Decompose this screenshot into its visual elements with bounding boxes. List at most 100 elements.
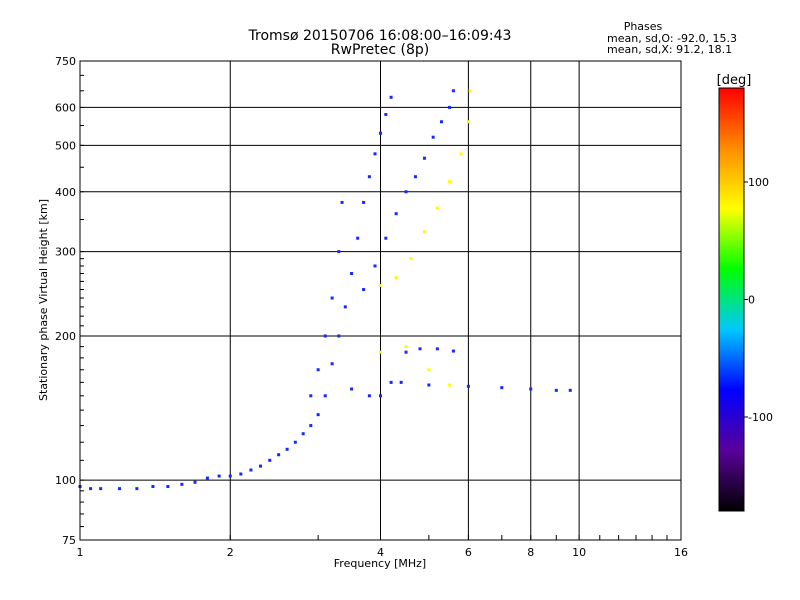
grid	[80, 61, 681, 540]
echo-point	[277, 453, 281, 457]
echo-point	[343, 305, 347, 309]
echo-point	[367, 394, 371, 398]
echo-point	[249, 468, 253, 472]
x-tick-label: 10	[572, 546, 586, 559]
echo-point	[379, 394, 382, 398]
echo-point	[422, 156, 426, 160]
echo-point	[413, 175, 417, 179]
y-tick-label: 100	[55, 474, 76, 487]
echo-point	[323, 394, 327, 398]
echo-point	[554, 388, 558, 392]
echo-point	[316, 368, 320, 372]
echo-point	[135, 487, 139, 491]
echo-point	[399, 380, 403, 384]
echo-point	[337, 250, 341, 254]
colorbar-tick-label: 0	[748, 294, 755, 307]
echo-point	[239, 472, 243, 476]
echo-point	[431, 135, 435, 139]
phase-stats-heading: Phases	[624, 20, 663, 33]
echo-point	[384, 236, 388, 240]
echo-point	[166, 484, 170, 488]
phase-colorbar: [deg] 100 0 -100	[717, 73, 773, 512]
echo-point	[404, 190, 408, 194]
y-tick-label: 300	[55, 246, 76, 259]
y-tick-label: 75	[62, 534, 76, 547]
echo-point	[151, 484, 155, 488]
echo-point	[362, 288, 366, 292]
y-tick-label: 400	[55, 186, 76, 199]
echo-point	[394, 275, 398, 279]
echo-point	[394, 212, 398, 216]
echo-point	[422, 230, 426, 234]
x-tick-label: 1	[77, 546, 84, 559]
y-tick-label: 750	[55, 55, 76, 68]
y-tick-label: 600	[55, 101, 76, 114]
x-axis-label: Frequency [MHz]	[334, 557, 426, 570]
echo-point	[301, 432, 305, 436]
y-axis-ticks: 75 100 200 300 400 500 600 750	[55, 55, 84, 547]
echo-point	[367, 175, 371, 179]
echo-point	[448, 180, 452, 184]
echo-point	[435, 347, 439, 351]
echo-point	[228, 474, 232, 478]
echo-point	[435, 206, 439, 210]
echo-point	[373, 264, 377, 268]
phase-statistics: Phases mean, sd,O: -92.0, 15.3 mean, sd,…	[607, 20, 737, 56]
colorbar-label: [deg]	[717, 73, 752, 88]
echo-point	[362, 200, 366, 204]
echo-point	[259, 464, 263, 468]
echo-point	[466, 120, 470, 124]
echo-point	[389, 380, 393, 384]
echo-point	[180, 482, 184, 486]
echo-point	[330, 296, 334, 300]
echo-point	[89, 487, 93, 491]
echo-point	[459, 152, 463, 156]
echo-point	[217, 474, 221, 478]
echo-point	[309, 394, 313, 398]
echo-point	[330, 362, 334, 366]
x-tick-label: 2	[227, 546, 234, 559]
echo-point	[389, 95, 393, 99]
echo-point	[427, 383, 431, 387]
phase-stats-x-mode: mean, sd,X: 91.2, 18.1	[607, 43, 732, 56]
echo-point	[448, 383, 452, 387]
echo-point	[323, 334, 327, 338]
echo-point	[205, 476, 209, 480]
phase-stats-o-mode: mean, sd,O: -92.0, 15.3	[607, 32, 737, 45]
echo-point	[379, 350, 382, 354]
echo-point	[384, 112, 388, 116]
echo-point	[337, 334, 341, 338]
echo-point	[451, 89, 455, 93]
y-tick-label: 200	[55, 330, 76, 343]
echo-point	[404, 350, 408, 354]
echo-point	[466, 384, 470, 388]
x-tick-label: 8	[527, 546, 534, 559]
echo-point	[440, 120, 444, 124]
echo-point	[568, 388, 572, 392]
echo-point	[350, 387, 354, 391]
chart-title: Tromsø 20150706 16:08:00–16:09:43	[248, 28, 512, 44]
echo-point	[285, 447, 289, 451]
x-tick-label: 6	[465, 546, 472, 559]
echo-point	[404, 345, 408, 349]
echo-point	[373, 152, 377, 156]
echo-point	[468, 89, 472, 93]
echo-point	[99, 487, 103, 491]
echo-point	[118, 487, 122, 491]
colorbar-tick-label: 100	[748, 176, 769, 189]
colorbar-gradient	[718, 87, 745, 512]
y-tick-label: 500	[55, 139, 76, 152]
echo-point	[309, 424, 313, 428]
colorbar-tick-label: -100	[748, 411, 773, 424]
echo-point	[193, 480, 197, 484]
colorbar-ticks: 100 0 -100	[744, 176, 773, 424]
echo-point	[451, 349, 455, 353]
chart-subtitle: RwPretec (8p)	[331, 42, 429, 58]
data-points	[78, 89, 572, 491]
echo-point	[316, 413, 320, 417]
x-tick-label: 4	[377, 546, 384, 559]
echo-point	[500, 386, 504, 390]
echo-point	[448, 105, 452, 109]
echo-point	[356, 236, 360, 240]
